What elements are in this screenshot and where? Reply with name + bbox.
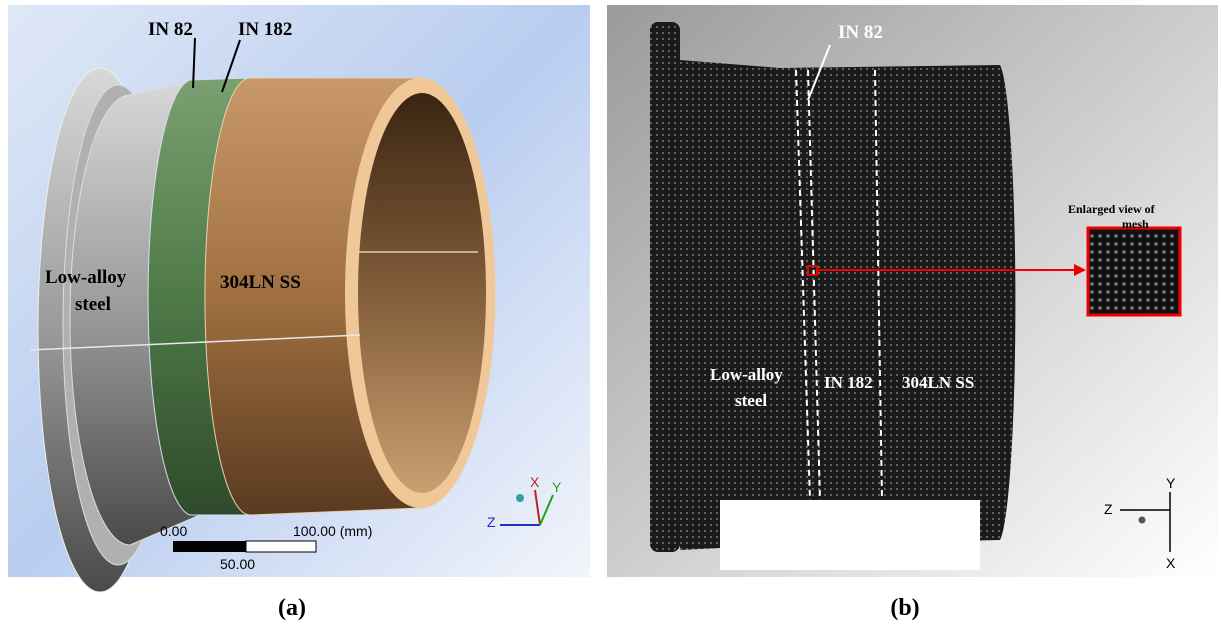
page: IN 82 IN 182 Low-alloy steel 304LN SS 0.… (0, 0, 1221, 629)
axis-origin (516, 494, 524, 502)
scale-label: 100.00 (mm) (293, 523, 372, 539)
axis-label: X (530, 474, 540, 490)
label-in182: IN 182 (824, 373, 873, 392)
label-in182: IN 182 (238, 19, 292, 40)
scale-bar-white (246, 541, 316, 552)
mesh-shadow (720, 500, 980, 570)
caption-a: (a) (278, 595, 306, 621)
scale-bar-black (173, 541, 246, 552)
inset-caption: Enlarged view of (1068, 202, 1156, 216)
label-steel: steel (735, 391, 767, 410)
pipe-bore (358, 93, 486, 493)
label-in82: IN 82 (838, 22, 883, 43)
inset-caption: mesh (1122, 217, 1149, 231)
label-low-alloy: Low-alloy (45, 267, 127, 288)
axis-origin (1139, 517, 1146, 524)
figure: IN 82 IN 182 Low-alloy steel 304LN SS 0.… (0, 0, 1221, 629)
axis-label: X (1166, 555, 1176, 571)
scale-label: 50.00 (220, 556, 255, 572)
label-steel: steel (75, 294, 111, 315)
axis-label: Y (552, 479, 562, 495)
caption-b: (b) (890, 595, 919, 621)
label-304ln: 304LN SS (220, 272, 301, 293)
label-low-alloy: Low-alloy (710, 365, 783, 384)
mesh-flange (650, 22, 680, 552)
label-304ln: 304LN SS (902, 373, 974, 392)
axis-label: Z (1104, 501, 1113, 517)
axis-label: Z (487, 514, 496, 530)
panel-a: IN 82 IN 182 Low-alloy steel 304LN SS 0.… (8, 5, 590, 592)
axis-label: Y (1166, 475, 1176, 491)
mesh-inset (1088, 228, 1180, 315)
label-in82: IN 82 (148, 19, 193, 40)
scale-label: 0.00 (160, 523, 187, 539)
mesh-body (680, 60, 1015, 550)
panel-b: IN 82 Low-alloy steel IN 182 304LN SS En… (607, 5, 1218, 577)
